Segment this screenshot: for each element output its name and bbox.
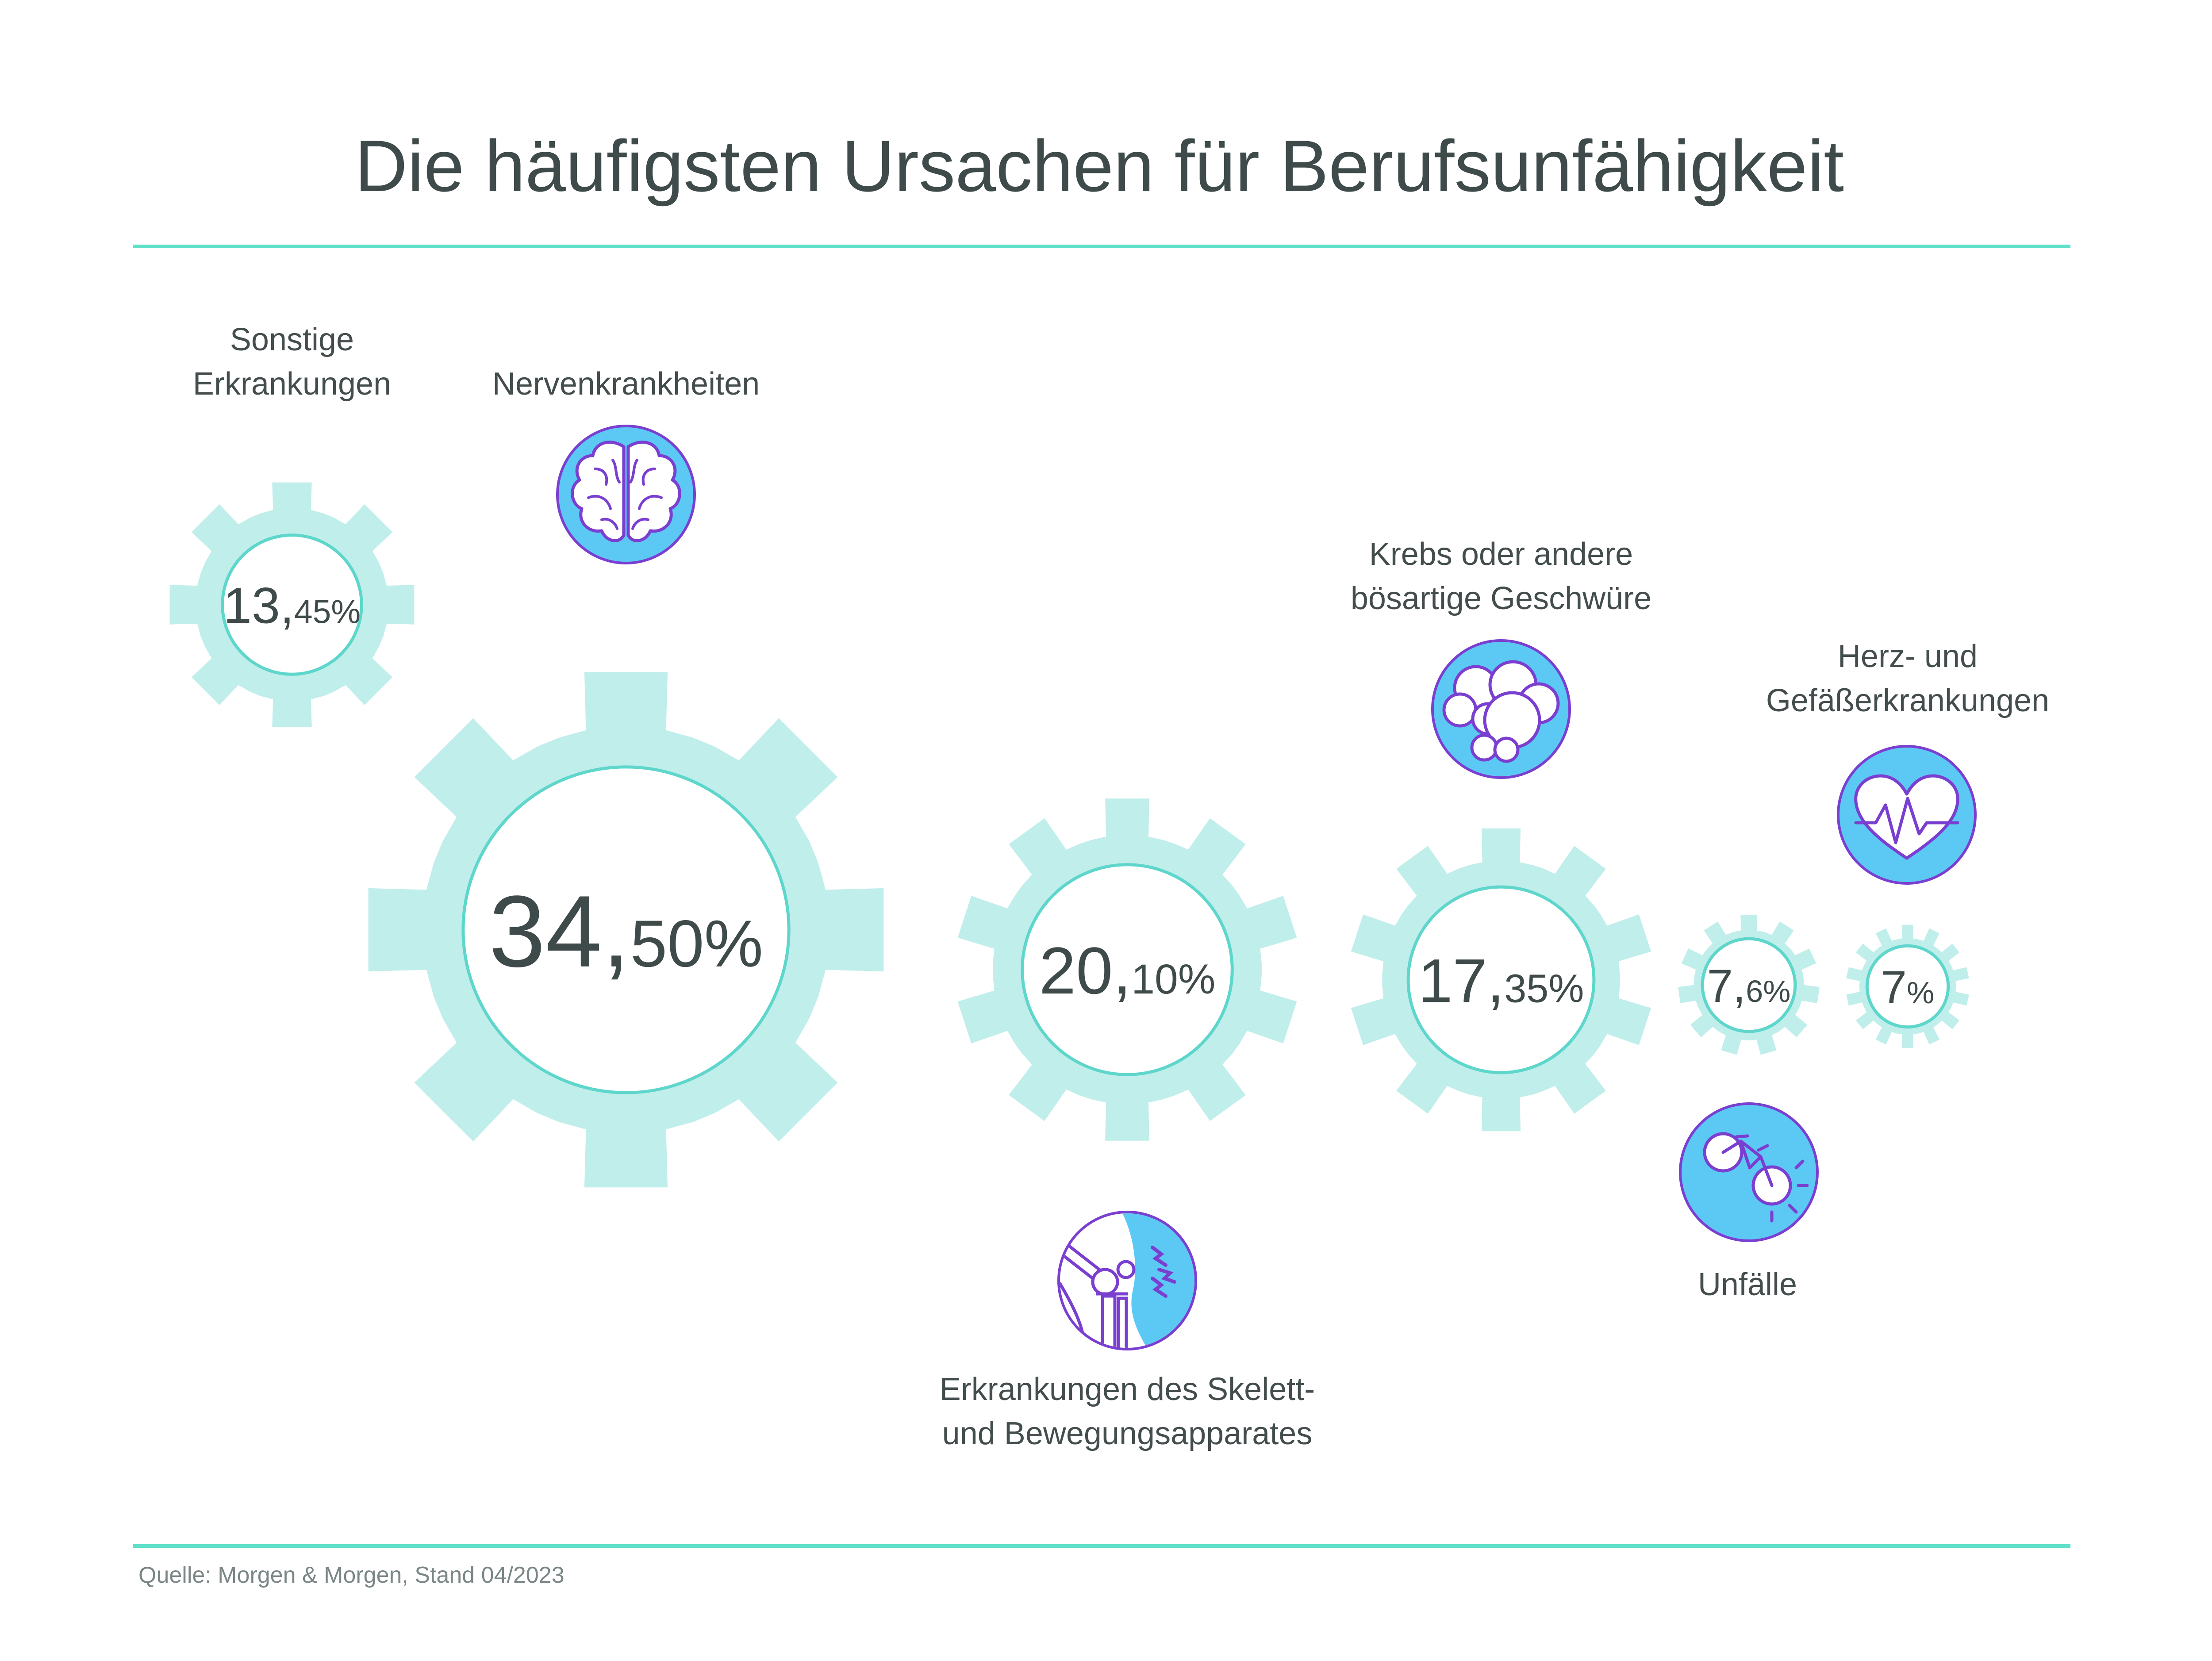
gear-center — [1406, 885, 1596, 1074]
bicycle-icon — [1679, 1102, 1819, 1242]
knee-icon — [1057, 1211, 1197, 1350]
label-unfaelle: Unfälle — [1698, 1267, 1797, 1302]
value-label: 7,6% — [1707, 960, 1791, 1012]
value-label: 7% — [1881, 962, 1935, 1013]
gear-3: 17,35% — [1351, 828, 1651, 1132]
gear-center — [461, 765, 791, 1094]
gear-2: 20,10% — [957, 798, 1297, 1141]
label-krebs-line2: bösartige Geschwüre — [1351, 581, 1651, 616]
value-label: 17,35% — [1418, 946, 1584, 1015]
gear-4: 13,45% — [169, 482, 415, 727]
gears-group: 34,50% 20,10% 17,35% 13,45% 7,6% 7% — [169, 482, 1969, 1188]
label-nervenkrankheiten: Nervenkrankheiten — [492, 366, 760, 402]
page-title: Die häufigsten Ursachen für Berufsunfähi… — [355, 125, 1844, 207]
brain-icon — [556, 425, 696, 564]
gear-5: 7,6% — [1678, 915, 1820, 1055]
label-sonstige-line1: Sonstige — [230, 322, 354, 357]
gear-center — [1021, 863, 1234, 1076]
source-note: Quelle: Morgen & Morgen, Stand 04/2023 — [138, 1562, 565, 1588]
value-label: 34,50% — [489, 875, 763, 988]
gear-center — [1865, 944, 1950, 1029]
gear-center — [221, 533, 363, 676]
cells-icon — [1431, 639, 1571, 779]
label-skelett-line1: Erkrankungen des Skelett- — [940, 1372, 1315, 1407]
heart-icon — [1837, 745, 1977, 885]
gear-center — [1701, 937, 1797, 1033]
label-skelett-line2: und Bewegungsapparates — [942, 1416, 1313, 1451]
label-herz-line2: Gefäßerkrankungen — [1766, 683, 2049, 718]
value-label: 13,45% — [223, 577, 361, 634]
gear-1: 34,50% — [368, 672, 884, 1188]
label-sonstige-line2: Erkrankungen — [193, 366, 391, 402]
label-krebs-line1: Krebs oder andere — [1369, 537, 1633, 572]
gear-6: 7% — [1846, 924, 1969, 1048]
label-herz-line1: Herz- und — [1838, 639, 1978, 674]
value-label: 20,10% — [1039, 933, 1216, 1008]
